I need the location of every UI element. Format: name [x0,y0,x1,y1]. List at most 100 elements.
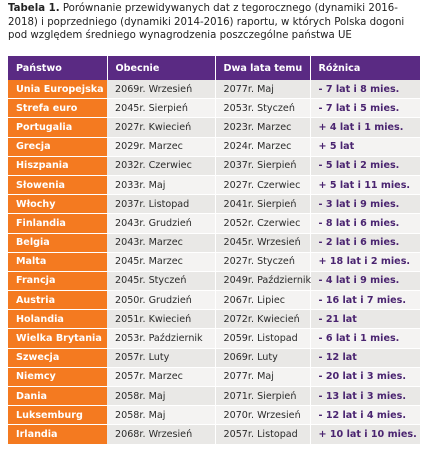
country-cell: Słowenia [8,175,107,196]
header-country: Państwo [8,56,108,80]
difference-cell: + 18 lat i 2 mies. [310,252,421,272]
current-date-cell: 2051r. Kwiecień [107,309,216,330]
table-row: Irlandia 2068r. Wrzesień 2057r. Listopad + … [8,424,421,445]
previous-date-cell: 2027r. Czerwiec [215,175,311,196]
previous-date-cell: 2069r. Luty [215,348,311,368]
previous-date-cell: 2045r. Wrzesień [215,233,311,253]
previous-date-cell: 2041r. Sierpień [215,194,311,215]
previous-date-cell: 2027r. Styczeń [215,252,311,272]
difference-cell: - 4 lat i 9 mies. [310,271,421,292]
caption-label: Tabela 1. [8,3,60,14]
previous-date-cell: 2053r. Styczeń [215,98,311,119]
country-cell: Wielka Brytania [8,328,107,349]
current-date-cell: 2057r. Marzec [107,367,216,388]
caption-text: Porównanie przewidywanych dat z tegorocz… [8,3,405,41]
current-date-cell: 2043r. Marzec [107,233,216,253]
current-date-cell: 2033r. Maj [107,175,216,196]
current-date-cell: 2045r. Sierpień [107,98,216,119]
country-cell: Belgia [8,233,107,253]
current-date-cell: 2058r. Maj [107,405,216,426]
country-cell: Irlandia [8,424,107,445]
table-row: Belgia 2043r. Marzec 2045r. Wrzesień - 2 la… [8,233,421,253]
previous-date-cell: 2067r. Lipiec [215,290,311,311]
country-cell: Austria [8,290,107,311]
current-date-cell: 2057r. Luty [107,348,216,368]
table-row: Finlandia 2043r. Grudzień 2052r. Czerwiec -… [8,213,421,234]
current-date-cell: 2050r. Grudzień [107,290,216,311]
difference-cell: - 5 lat i 2 mies. [310,156,421,176]
table-body: Unia Europejska 2069r. Wrzesień 2077r. Maj… [8,80,421,445]
previous-date-cell: 2052r. Czerwiec [215,213,311,234]
header-two-years-ago: Dwa lata temu [215,56,311,80]
current-date-cell: 2037r. Listopad [107,194,216,215]
table-row: Słowenia 2033r. Maj 2027r. Czerwiec + 5 lat… [8,175,421,196]
country-cell: Włochy [8,194,107,215]
current-date-cell: 2029r. Marzec [107,137,216,157]
difference-cell: + 10 lat i 10 mies. [310,424,421,445]
previous-date-cell: 2077r. Maj [215,80,311,100]
difference-cell: - 2 lat i 6 mies. [310,233,421,253]
table-header: Państwo Obecnie Dwa lata temu Różnica [8,56,421,80]
current-date-cell: 2027r. Kwiecień [107,117,216,138]
country-cell: Holandia [8,309,107,330]
difference-cell: - 12 lat i 4 mies. [310,405,421,426]
country-cell: Unia Europejska [8,80,107,100]
previous-date-cell: 2072r. Kwiecień [215,309,311,330]
previous-date-cell: 2023r. Marzec [215,117,311,138]
previous-date-cell: 2070r. Wrzesień [215,405,311,426]
current-date-cell: 2032r. Czerwiec [107,156,216,176]
difference-cell: - 7 lat i 8 mies. [310,80,421,100]
table-row: Luksemburg 2058r. Maj 2070r. Wrzesień - 12 … [8,405,421,426]
table-row: Grecja 2029r. Marzec 2024r. Marzec + 5 lat [8,137,421,157]
previous-date-cell: 2071r. Sierpień [215,386,311,407]
difference-cell: - 21 lat [310,309,421,330]
table-row: Francja 2045r. Styczeń 2049r. Październik -… [8,271,421,292]
header-difference: Różnica [310,56,421,80]
table-row: Włochy 2037r. Listopad 2041r. Sierpień - 3 … [8,194,421,215]
difference-cell: - 3 lat i 9 mies. [310,194,421,215]
difference-cell: + 5 lat [310,137,421,157]
difference-cell: - 13 lat i 3 mies. [310,386,421,407]
table-row: Dania 2058r. Maj 2071r. Sierpień - 13 lat i… [8,386,421,407]
previous-date-cell: 2059r. Listopad [215,328,311,349]
country-cell: Dania [8,386,107,407]
difference-cell: - 20 lat i 3 mies. [310,367,421,388]
country-cell: Niemcy [8,367,107,388]
country-cell: Portugalia [8,117,107,138]
current-date-cell: 2045r. Styczeń [107,271,216,292]
previous-date-cell: 2037r. Sierpień [215,156,311,176]
table-row: Austria 2050r. Grudzień 2067r. Lipiec - 16 … [8,290,421,311]
table-row: Holandia 2051r. Kwiecień 2072r. Kwiecień - … [8,309,421,330]
comparison-table: Państwo Obecnie Dwa lata temu Różnica Un… [8,56,421,445]
difference-cell: - 6 lat i 1 mies. [310,328,421,349]
country-cell: Finlandia [8,213,107,234]
table-row: Strefa euro 2045r. Sierpień 2053r. Styczeń… [8,98,421,119]
difference-cell: - 8 lat i 6 mies. [310,213,421,234]
table-row: Wielka Brytania 2053r. Październik 2059r. … [8,328,421,349]
table-row: Portugalia 2027r. Kwiecień 2023r. Marzec + … [8,117,421,138]
country-cell: Grecja [8,137,107,157]
country-cell: Malta [8,252,107,272]
table-row: Malta 2045r. Marzec 2027r. Styczeń + 18 lat… [8,252,421,272]
current-date-cell: 2069r. Wrzesień [107,80,216,100]
current-date-cell: 2053r. Październik [107,328,216,349]
country-cell: Luksemburg [8,405,107,426]
country-cell: Strefa euro [8,98,107,119]
country-cell: Hiszpania [8,156,107,176]
country-cell: Szwecja [8,348,107,368]
difference-cell: - 12 lat [310,348,421,368]
difference-cell: + 5 lat i 11 mies. [310,175,421,196]
difference-cell: - 16 lat i 7 mies. [310,290,421,311]
difference-cell: + 4 lat i 1 mies. [310,117,421,138]
table-row: Unia Europejska 2069r. Wrzesień 2077r. Maj… [8,80,421,100]
country-cell: Francja [8,271,107,292]
table-row: Szwecja 2057r. Luty 2069r. Luty - 12 lat [8,348,421,368]
previous-date-cell: 2049r. Październik [215,271,311,292]
current-date-cell: 2058r. Maj [107,386,216,407]
current-date-cell: 2068r. Wrzesień [107,424,216,445]
previous-date-cell: 2057r. Listopad [215,424,311,445]
difference-cell: - 7 lat i 5 mies. [310,98,421,119]
previous-date-cell: 2024r. Marzec [215,137,311,157]
header-current: Obecnie [107,56,216,80]
header-row: Państwo Obecnie Dwa lata temu Różnica [8,56,421,80]
